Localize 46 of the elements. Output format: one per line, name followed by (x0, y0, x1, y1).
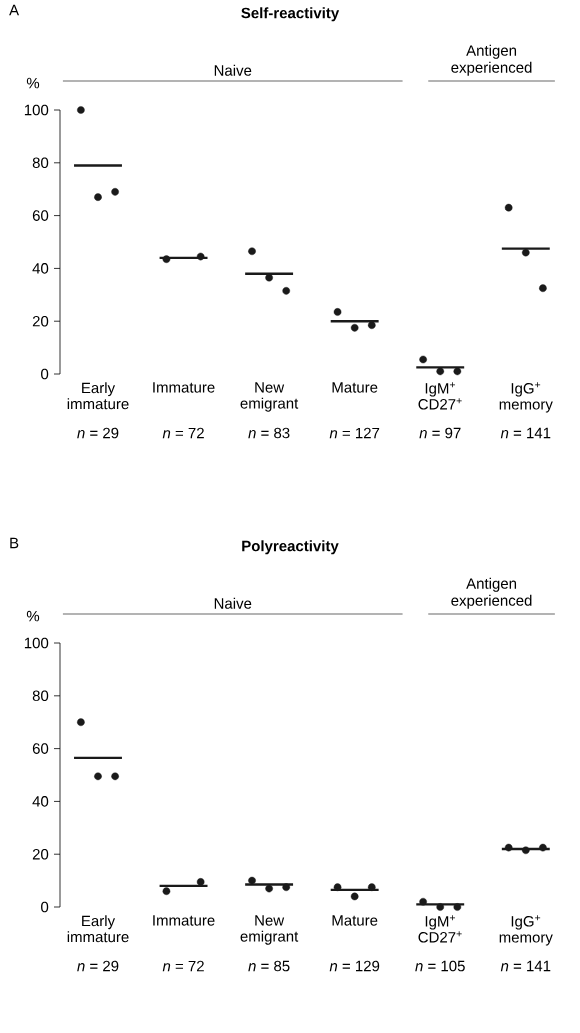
text: Antigen experienced (451, 44, 532, 76)
y-tick-label: 40 (32, 263, 49, 274)
y-axis-title: % (26, 77, 40, 89)
x-tick-label: Early immature (67, 382, 129, 410)
y-tick-label: 20 (32, 315, 49, 327)
category-label: IgG$^{+}$ memory (499, 915, 553, 946)
chart-title: Self-reactivity (241, 7, 340, 22)
x-tick-label: IgM$^{+}$ CD27$^{+}$ (418, 915, 462, 943)
text: B (10, 537, 19, 549)
y-tick-label: 60 (32, 743, 49, 754)
y-tick-label: 80 (32, 690, 49, 702)
chart-title: Polyreactivity (242, 540, 339, 555)
y-tick-label: 40 (32, 796, 49, 807)
text: n = 141 (500, 427, 551, 439)
y-tick-label: 0 (41, 901, 49, 913)
y-tick-label: 20 (32, 848, 49, 860)
x-tick-label: New emigrant (240, 915, 299, 945)
category-label: IgG$^{+}$ memory (499, 382, 553, 413)
text: n = 72 (162, 960, 204, 972)
x-tick-label: Mature (332, 382, 378, 393)
x-tick-label: Early immature (67, 915, 129, 943)
text: A (9, 4, 20, 16)
x-tick-label: New emigrant (240, 382, 299, 412)
x-tick-label: Immature (153, 382, 215, 393)
text: n = 29 (77, 960, 119, 972)
y-tick-label: 0 (41, 368, 49, 380)
text: n = 129 (329, 960, 380, 972)
text: n = 141 (500, 960, 551, 972)
x-tick-label: IgM$^{+}$ CD27$^{+}$ (418, 382, 462, 410)
y-tick-label: 60 (32, 210, 49, 221)
text: Naive (214, 64, 252, 76)
text: n = 127 (329, 427, 380, 439)
text: n = 85 (248, 960, 290, 972)
text: n = 97 (419, 427, 461, 439)
text: Antigen experienced (451, 577, 532, 609)
x-tick-label: Immature (153, 915, 215, 926)
text: n = 72 (162, 427, 204, 439)
text: n = 105 (415, 960, 465, 972)
text: n = 83 (248, 427, 290, 439)
y-tick-label: 100 (24, 104, 49, 116)
text: n = 29 (77, 427, 119, 439)
x-tick-label: Mature (332, 915, 378, 926)
y-tick-label: 100 (24, 637, 49, 649)
y-tick-label: 80 (32, 157, 49, 169)
text: Naive (214, 597, 252, 609)
y-axis-title: % (26, 610, 40, 622)
